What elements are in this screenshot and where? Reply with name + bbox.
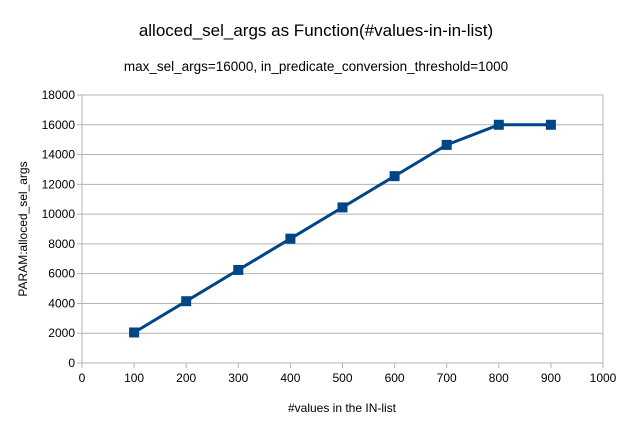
x-tick-label: 900 [541,371,561,385]
data-point-marker [389,171,400,182]
y-tick-label: 2000 [48,326,75,340]
tick-labels: 0200040006000800010000120001400016000180… [42,88,617,385]
x-tick-label: 0 [79,371,86,385]
series-line [133,123,551,334]
data-point-marker [441,139,452,150]
data-point-marker [493,119,504,130]
y-tick-label: 14000 [42,148,76,162]
y-tick-label: 10000 [42,207,76,221]
x-tick-label: 500 [332,371,352,385]
y-tick-label: 8000 [48,237,75,251]
x-tick-label: 100 [124,371,144,385]
x-tick-label: 300 [228,371,248,385]
y-tick-label: 6000 [48,267,75,281]
series [129,119,556,338]
x-tick-label: 1000 [590,371,617,385]
x-tick-label: 600 [385,371,405,385]
data-point-marker [233,264,244,275]
data-point-marker [181,296,192,307]
data-point-marker [129,327,140,338]
chart-title: alloced_sel_args as Function(#values-in-… [139,21,493,40]
y-tick-label: 12000 [42,177,76,191]
x-tick-label: 700 [437,371,457,385]
data-point-marker [337,202,348,213]
data-point-marker [285,233,296,244]
data-point-marker [545,119,556,130]
axes [77,94,604,368]
y-axis-title: PARAM:alloced_sel_args [16,161,30,296]
y-tick-label: 0 [68,356,75,370]
grid [82,94,603,364]
y-tick-label: 16000 [42,118,76,132]
y-tick-label: 18000 [42,88,76,102]
series-layer [129,119,556,338]
x-tick-label: 400 [280,371,300,385]
x-axis-title: #values in the IN-list [288,401,397,415]
x-tick-label: 800 [489,371,509,385]
x-tick-label: 200 [176,371,196,385]
chart-subtitle: max_sel_args=16000, in_predicate_convers… [124,59,508,74]
y-tick-label: 4000 [48,296,75,310]
